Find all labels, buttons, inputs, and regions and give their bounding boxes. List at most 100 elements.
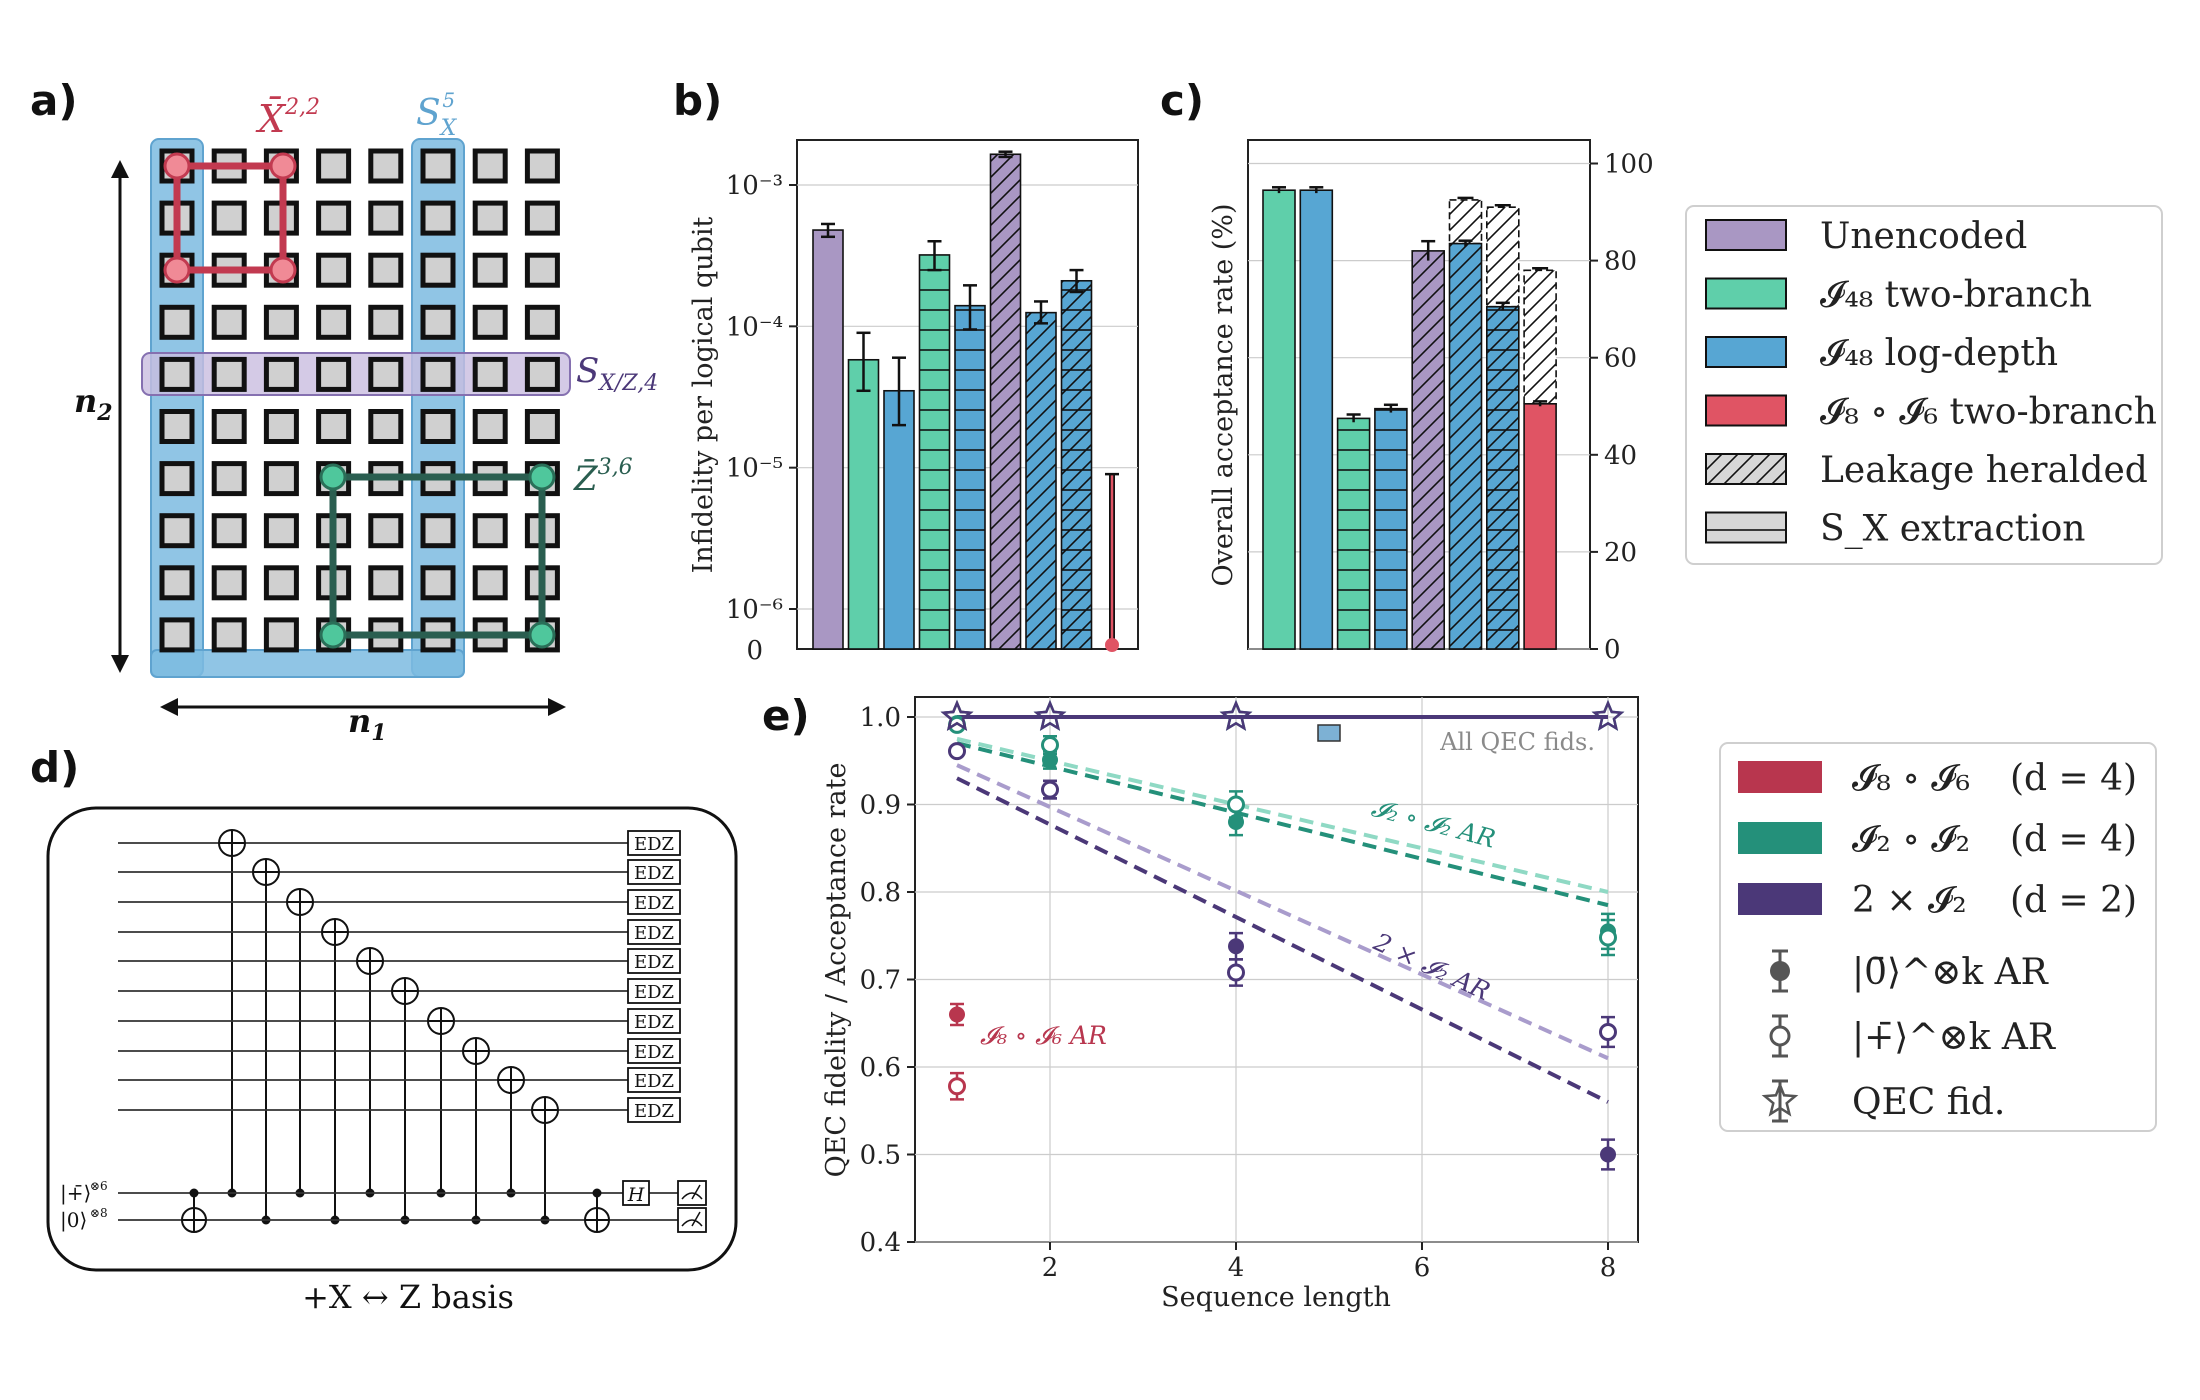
qec-fid-star: [1033, 699, 1067, 731]
bar-c: [1262, 189, 1296, 650]
edz-label: EDZ: [634, 982, 674, 1003]
row-highlight-bottom: [150, 649, 465, 678]
bar-b: [812, 229, 844, 650]
fit-line: [956, 776, 1609, 1104]
bar-hatch-b: [990, 154, 1021, 649]
lattice-cell: [316, 200, 352, 236]
data-point-filled: [1228, 938, 1244, 955]
lattice-cell: [524, 356, 560, 392]
qec-fid-star: [1591, 699, 1625, 731]
legend-swatch-hatch: [1706, 512, 1786, 543]
lattice-cell: [263, 409, 299, 444]
y-axis-title-c: Overall acceptance rate (%): [1208, 204, 1239, 587]
x-logical-loop: [163, 152, 297, 284]
panel-d-label: d): [30, 743, 79, 792]
input-zero-label: |0⟩: [60, 1208, 87, 1233]
edz-box: [627, 1097, 681, 1123]
tick-label-b: 10⁻⁵: [726, 454, 783, 484]
x-logical-label: X̄2,2: [255, 95, 320, 141]
legend-bars: Unencoded 𝓘₄₈ two-branch 𝓘₄₈ log-depth 𝓘₈ ∘…: [1685, 205, 2163, 565]
lattice-cell: [420, 513, 456, 549]
panel-e-label: e): [762, 691, 810, 740]
lattice-cell: [368, 513, 404, 549]
n2-axis-arrow: [111, 160, 129, 673]
bar-hatch-c: [1449, 243, 1482, 650]
data-point-open: [1227, 963, 1245, 982]
tick-label-e-y: 0.6: [860, 1053, 901, 1083]
edz-label: EDZ: [634, 893, 674, 914]
edz-label: EDZ: [634, 952, 674, 973]
lattice-cell: [472, 304, 508, 340]
legend-sequence: 𝓘₈ ∘ 𝓘₆ (d = 4) 𝓘₂ ∘ 𝓘₂ (d = 4) 2 × 𝓘₂ (d = 2…: [1719, 742, 2157, 1132]
h-gate-label: H: [627, 1184, 645, 1206]
legend-swatch: [1705, 277, 1787, 310]
lattice-cell: [368, 409, 404, 444]
legend2-marker-label: |0̄⟩^⊗k AR: [1852, 952, 2049, 993]
lattice-cell: [368, 565, 404, 601]
tick-label-b: 10⁻⁶: [726, 595, 783, 625]
data-point-open: [1041, 780, 1059, 799]
fit-line: [956, 763, 1609, 1061]
data-point-filled: [1600, 1146, 1616, 1163]
lattice-cell: [263, 304, 299, 340]
lattice-cell: [524, 252, 560, 288]
edz-box: [627, 1067, 681, 1093]
lattice-cell: [159, 513, 195, 549]
legend2-distance: (d = 4): [2010, 758, 2137, 799]
z-logical-label: Z̄3,6: [573, 455, 633, 499]
data-point-filled: [949, 1006, 965, 1023]
legend2-label: 2 × 𝓘₂: [1852, 880, 1967, 921]
leakage-hatch-c: [1486, 207, 1519, 307]
tick-label-c: 40: [1604, 441, 1637, 471]
lattice-cell: [472, 356, 508, 392]
bar-hatch-b: [955, 305, 985, 649]
edz-label: EDZ: [634, 863, 674, 884]
edz-box: [627, 830, 681, 856]
ticks-e: 2 4 6 8 0.4 0.5 0.6 0.7 0.8 0.9 1.0: [860, 703, 1617, 1283]
lattice-cell: [159, 304, 195, 340]
legend2-marker-star: [1761, 1081, 1799, 1117]
lattice-cell: [472, 565, 508, 601]
data-point-open: [948, 1077, 966, 1096]
input-plus-power: ⊗6: [90, 1179, 108, 1193]
bar-hatch-c: [1486, 306, 1519, 649]
bar-c: [1299, 189, 1334, 650]
leakage-hatch-c: [1524, 270, 1557, 404]
legend2-marker-open: [1769, 1025, 1791, 1047]
measure-needle: [691, 1211, 701, 1227]
edz-box: [627, 948, 681, 974]
lattice-cell: [524, 200, 560, 236]
legend2-distance: (d = 4): [2010, 819, 2137, 860]
tick-label-e-x: 6: [1414, 1253, 1431, 1283]
panel-c-acceptance-chart: 0 20 40 60 80 100 Overall acceptance rate (%): [1208, 139, 1654, 665]
legend-label: 𝓘₄₈ log-depth: [1820, 333, 2058, 374]
lattice-cell: [211, 461, 247, 497]
lattice-cell: [472, 409, 508, 444]
ticks-b: 10⁻⁶ 10⁻⁵ 10⁻⁴ 10⁻³ 0: [726, 171, 797, 666]
lattice-cell: [316, 148, 352, 184]
lattice-cell: [211, 513, 247, 549]
panel-c-label: c): [1160, 76, 1204, 125]
lattice-cell: [420, 304, 456, 340]
lattice-cell: [211, 304, 247, 340]
legend-swatch: [1705, 336, 1787, 368]
circuit-frame: [46, 806, 738, 1272]
fit-lines-e: [956, 715, 1609, 1104]
tick-label-b-zero: 0: [746, 636, 763, 666]
bar-c: [1523, 403, 1557, 650]
lattice-cell: [472, 200, 508, 236]
lattice-cell: [368, 356, 404, 392]
tick-label-c: 100: [1604, 150, 1654, 180]
lattice-cell: [524, 304, 560, 340]
tick-label-e-y: 0.5: [860, 1141, 901, 1171]
bar-hatch-c: [1412, 250, 1445, 649]
ticks-c: 0 20 40 60 80 100: [1590, 150, 1654, 665]
lattice-cell: [211, 200, 247, 236]
lattice-cell: [420, 148, 456, 184]
legend-swatch: [1705, 394, 1787, 427]
lattice-cell: [316, 304, 352, 340]
sx-label: SX5: [416, 88, 458, 141]
n1-label: n1: [348, 702, 387, 746]
annotation-all-qec: All QEC fids.: [1439, 728, 1595, 756]
tick-label-c: 20: [1604, 538, 1637, 568]
